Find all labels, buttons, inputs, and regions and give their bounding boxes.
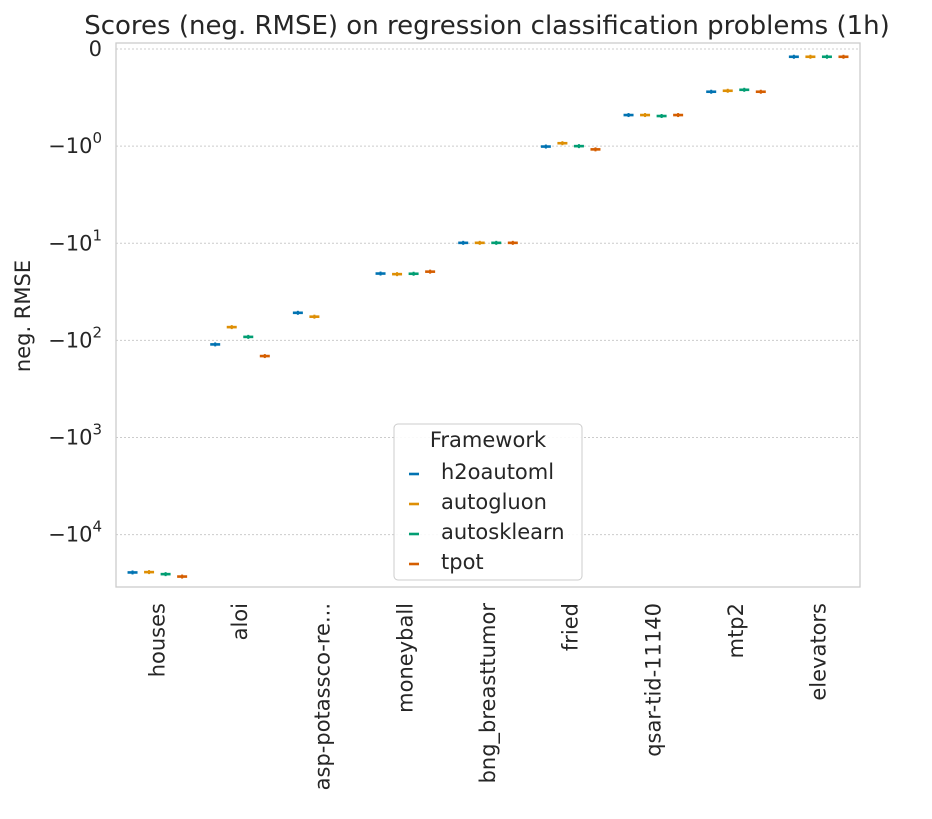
data-point xyxy=(292,310,303,315)
data-point xyxy=(706,89,717,94)
data-point xyxy=(375,271,386,276)
y-axis-label: neg. RMSE xyxy=(11,260,35,372)
data-point xyxy=(127,570,138,575)
x-ticks: houses aloi asp-potassco-re... moneyball bng… xyxy=(145,603,830,791)
y-tick-exponent: 3 xyxy=(92,421,102,439)
y-tick-label: −104 xyxy=(48,518,102,547)
data-point xyxy=(722,88,733,93)
x-tick-label: bng_breasttumor xyxy=(476,603,501,784)
y-tick-label: −102 xyxy=(48,323,102,352)
y-tick-label: −101 xyxy=(48,226,102,255)
data-point xyxy=(788,54,799,59)
y-tick-exponent: 0 xyxy=(92,129,102,147)
data-point xyxy=(177,574,188,579)
data-point xyxy=(243,334,254,339)
data-point xyxy=(425,269,436,274)
x-tick-label: moneyball xyxy=(393,603,417,713)
data-point xyxy=(507,240,518,245)
y-tick-exponent: 4 xyxy=(92,518,102,536)
data-point xyxy=(739,87,750,92)
data-point xyxy=(458,240,469,245)
plot-frame xyxy=(115,42,861,588)
y-tick-label: 0 xyxy=(89,37,102,61)
data-point xyxy=(821,54,832,59)
data-point xyxy=(557,141,568,146)
chart-title: Scores (neg. RMSE) on regression classif… xyxy=(84,11,890,41)
legend: Framework h2oautoml autogluon autosklearn tp… xyxy=(393,423,583,581)
data-point xyxy=(640,113,651,118)
x-tick-label: qsar-tid-11140 xyxy=(641,603,665,757)
x-tick-label: asp-potassco-re... xyxy=(311,603,335,790)
legend-label: autogluon xyxy=(441,490,547,514)
y-ticks: 0−100−101−102−103−104 xyxy=(48,37,102,547)
y-tick-exponent: 1 xyxy=(92,226,102,244)
data-point xyxy=(408,271,419,276)
x-tick-label: houses xyxy=(145,603,169,677)
data-point xyxy=(623,113,634,118)
data-point xyxy=(144,570,155,575)
data-point xyxy=(673,113,684,118)
data-point xyxy=(226,325,237,330)
data-point xyxy=(309,314,320,319)
data-marks xyxy=(127,54,849,579)
y-tick-label: −100 xyxy=(48,129,102,158)
legend-label: tpot xyxy=(441,550,484,574)
data-point xyxy=(392,272,403,277)
legend-label: h2oautoml xyxy=(441,460,554,484)
x-tick-label: aloi xyxy=(228,603,252,640)
legend-frame xyxy=(393,423,583,581)
y-tick-label: −103 xyxy=(48,421,102,450)
data-point xyxy=(210,342,221,347)
x-tick-label: fried xyxy=(559,603,583,651)
data-point xyxy=(755,89,766,94)
data-point xyxy=(491,240,502,245)
y-tick-exponent: 2 xyxy=(92,323,102,341)
data-point xyxy=(838,54,849,59)
data-point xyxy=(590,147,601,152)
data-point xyxy=(259,354,270,359)
data-point xyxy=(573,144,584,149)
data-point xyxy=(805,54,816,59)
legend-label: autosklearn xyxy=(441,520,565,544)
data-point xyxy=(540,144,551,149)
data-point xyxy=(656,114,667,119)
data-point xyxy=(160,572,171,577)
data-point xyxy=(474,240,485,245)
legend-title: Framework xyxy=(430,428,547,452)
x-tick-label: mtp2 xyxy=(724,603,748,658)
x-tick-label: elevators xyxy=(807,603,831,701)
